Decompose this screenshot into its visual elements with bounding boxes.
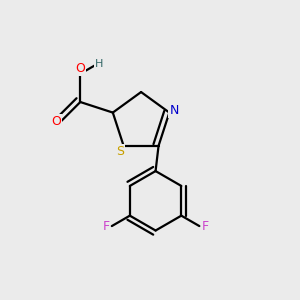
Text: N: N [169, 104, 179, 117]
Text: S: S [116, 145, 124, 158]
Text: O: O [75, 62, 85, 75]
Text: H: H [95, 59, 103, 69]
Text: F: F [102, 220, 110, 232]
Text: F: F [202, 220, 209, 232]
Text: O: O [51, 116, 61, 128]
